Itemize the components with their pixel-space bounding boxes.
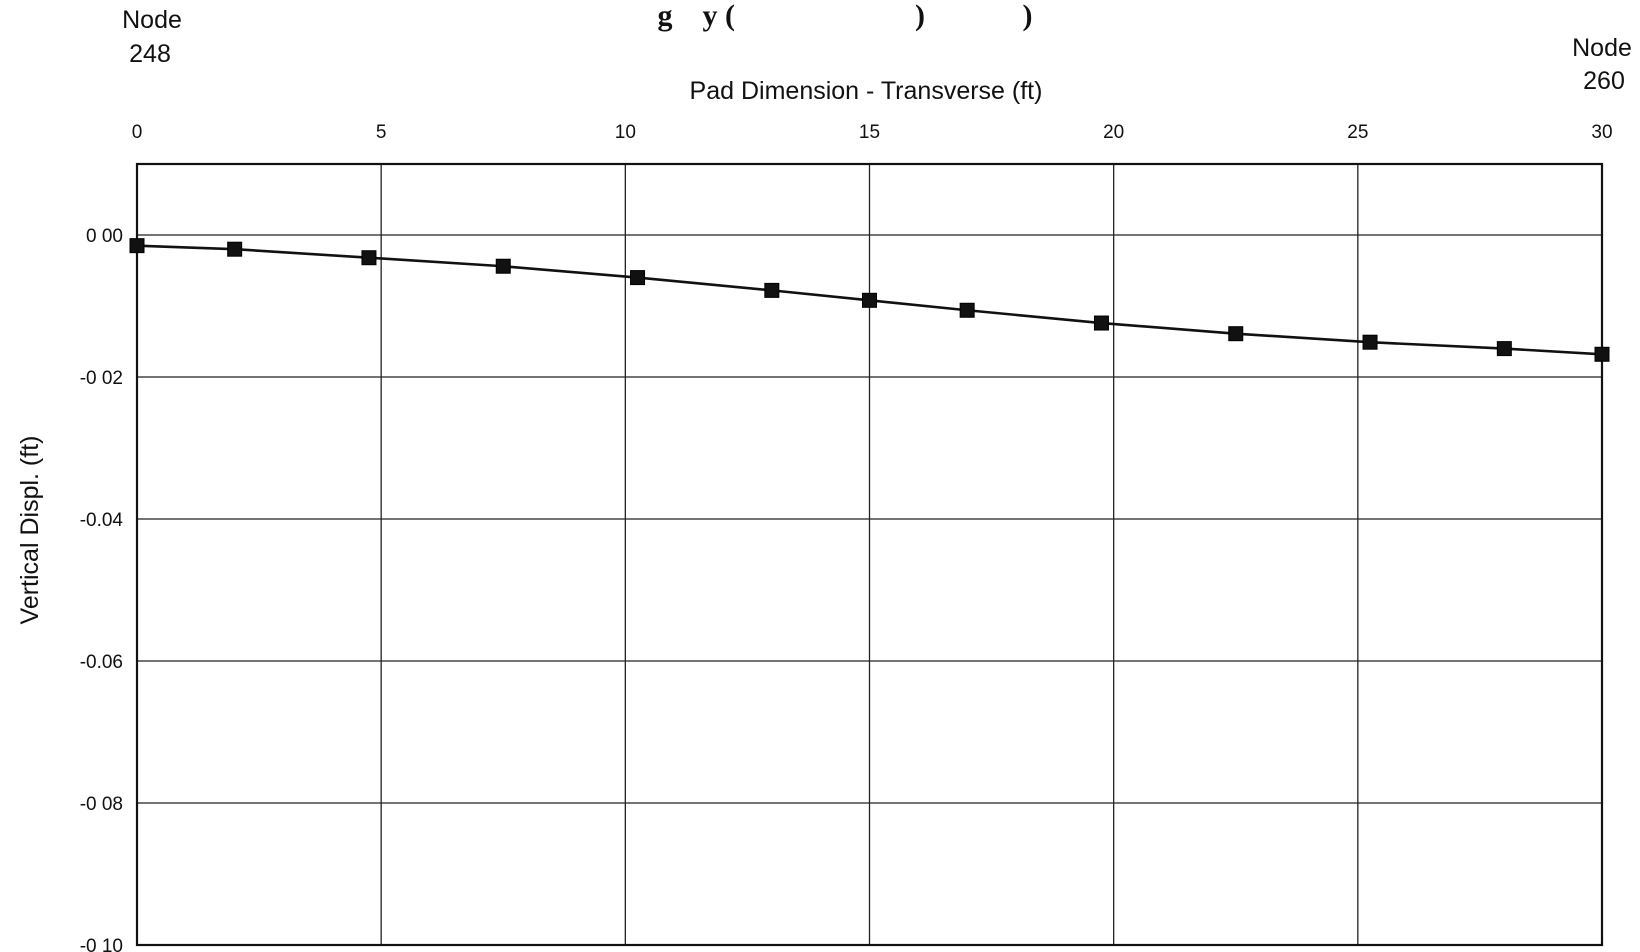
- left-node-annotation: Node 248: [122, 6, 182, 68]
- series-layer: [129, 238, 1610, 362]
- x-tick-labels: 0 5 10 15 20 25 30: [132, 122, 1613, 143]
- grid-lines: [136, 164, 1603, 946]
- y-tick-label: -0.04: [80, 510, 124, 531]
- data-point-marker: [227, 241, 243, 257]
- data-point-marker: [1093, 315, 1109, 331]
- data-point-marker: [129, 238, 145, 254]
- y-tick-label: -0 10: [80, 936, 123, 952]
- x-tick-label: 30: [1591, 122, 1612, 143]
- y-tick-label: -0.06: [80, 652, 123, 673]
- x-axis-title: Pad Dimension - Transverse (ft): [690, 77, 1043, 105]
- data-point-marker: [1594, 346, 1610, 362]
- x-tick-label: 0: [132, 122, 143, 143]
- data-point-marker: [959, 302, 975, 318]
- plot-frame: [135, 162, 1604, 947]
- y-axis-title: Vertical Displ. (ft): [16, 436, 44, 625]
- right-node-label-line1: Node: [1572, 34, 1632, 62]
- x-tick-label: 10: [615, 122, 636, 143]
- y-tick-label: 0 00: [86, 226, 123, 247]
- y-tick-label: -0 02: [80, 368, 123, 389]
- right-node-label-line2: 260: [1583, 67, 1625, 95]
- x-tick-label: 25: [1347, 122, 1368, 143]
- right-node-annotation: Node 260: [1572, 34, 1632, 95]
- left-node-label-line2: 248: [129, 40, 171, 68]
- data-point-marker: [630, 270, 646, 286]
- x-tick-label: 15: [859, 122, 880, 143]
- data-point-marker: [764, 282, 780, 298]
- data-point-marker: [862, 292, 877, 308]
- chart-title-fragment: g y ( ) ): [658, 0, 1033, 32]
- data-point-marker: [1362, 334, 1378, 350]
- data-point-marker: [1228, 326, 1244, 342]
- y-tick-label: -0 08: [80, 794, 123, 815]
- data-point-marker: [495, 258, 511, 274]
- x-tick-label: 5: [376, 122, 387, 143]
- y-tick-labels: 0 00 -0 02 -0.04 -0.06 -0 08 -0 10: [80, 226, 124, 952]
- x-tick-label: 20: [1103, 122, 1124, 143]
- data-point-marker: [361, 250, 377, 266]
- data-point-marker: [1496, 341, 1512, 357]
- left-node-label-line1: Node: [122, 6, 182, 34]
